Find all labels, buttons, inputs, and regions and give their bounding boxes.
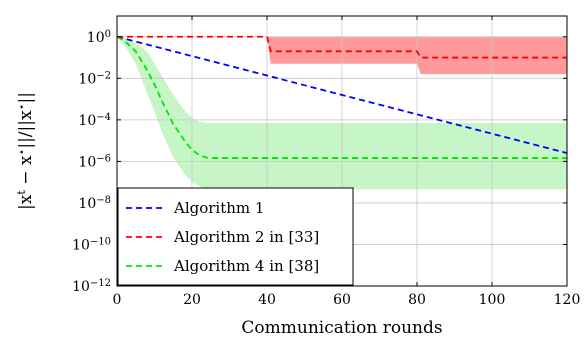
series-line-3 [116, 35, 567, 159]
y-tick-label: 10−12 [72, 278, 111, 296]
x-tick-label: 0 [113, 292, 122, 308]
band-series-3 [117, 36, 567, 190]
legend-label-3: Algorithm 4 in [38] [173, 257, 319, 275]
y-axis-label: |xt − x⋆||/||x⋆|| [15, 92, 37, 210]
y-tick-label: 10−6 [78, 153, 111, 171]
y-tick-label: 10−2 [78, 70, 111, 88]
x-tick-label: 120 [554, 292, 581, 308]
x-tick-label: 20 [183, 292, 201, 308]
x-axis-ticks: 0 20 40 60 80 100 120 [113, 16, 581, 308]
x-tick-label: 60 [333, 292, 351, 308]
legend-label-1: Algorithm 1 [173, 199, 264, 217]
y-tick-label: 10−8 [78, 194, 111, 212]
y-tick-label: 10−4 [78, 111, 111, 129]
x-tick-label: 40 [258, 292, 276, 308]
x-tick-label: 80 [408, 292, 426, 308]
series-line-2 [117, 35, 567, 59]
series-lines [116, 35, 568, 159]
x-axis-label: Communication rounds [241, 318, 442, 338]
x-tick-label: 100 [479, 292, 506, 308]
y-tick-label: 10−10 [72, 236, 111, 254]
legend-label-2: Algorithm 2 in [33] [173, 228, 319, 246]
y-axis-ticks: 100 10−2 10−4 10−6 10−8 10−10 10−12 [72, 28, 567, 295]
series-line-1 [116, 35, 568, 154]
legend: Algorithm 1 Algorithm 2 in [33] Algorithm … [117, 187, 354, 286]
y-tick-label: 100 [87, 28, 111, 46]
